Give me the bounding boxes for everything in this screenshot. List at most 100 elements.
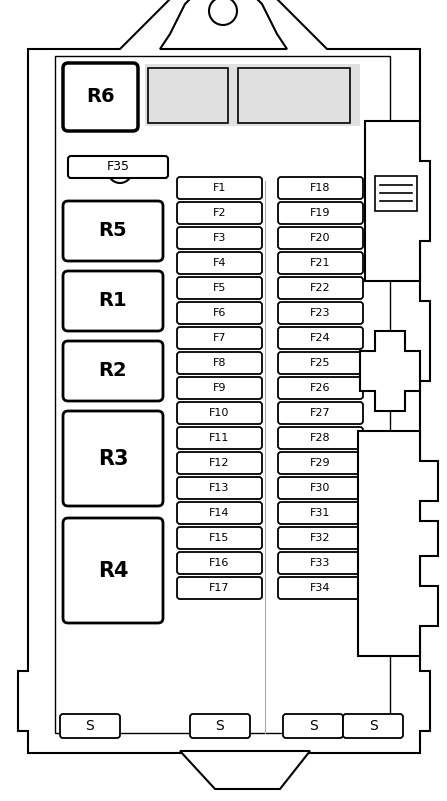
Text: F11: F11 [209,433,230,443]
FancyBboxPatch shape [177,352,262,374]
Text: S: S [215,719,224,733]
Text: F18: F18 [310,183,331,193]
Text: F27: F27 [310,408,331,418]
Text: F12: F12 [209,458,230,468]
FancyBboxPatch shape [190,714,250,738]
FancyBboxPatch shape [177,377,262,399]
FancyBboxPatch shape [177,452,262,474]
Text: F25: F25 [310,358,331,368]
Text: F20: F20 [310,233,331,243]
Text: F19: F19 [310,208,331,218]
FancyBboxPatch shape [283,714,343,738]
Text: R2: R2 [99,361,127,380]
FancyBboxPatch shape [278,452,363,474]
FancyBboxPatch shape [278,202,363,224]
Text: F32: F32 [310,533,331,543]
Polygon shape [18,0,430,753]
Polygon shape [360,331,420,411]
FancyBboxPatch shape [278,377,363,399]
Text: F28: F28 [310,433,331,443]
FancyBboxPatch shape [177,227,262,249]
FancyBboxPatch shape [177,427,262,449]
Text: S: S [308,719,317,733]
Text: F33: F33 [310,558,331,568]
Text: F29: F29 [310,458,331,468]
FancyBboxPatch shape [60,714,120,738]
Text: F21: F21 [310,258,331,268]
Polygon shape [358,431,438,656]
FancyBboxPatch shape [278,252,363,274]
FancyBboxPatch shape [278,227,363,249]
Text: F4: F4 [213,258,226,268]
FancyBboxPatch shape [177,252,262,274]
FancyBboxPatch shape [177,177,262,199]
Text: F2: F2 [213,208,226,218]
Text: F23: F23 [310,308,331,318]
Text: F8: F8 [213,358,226,368]
FancyBboxPatch shape [278,527,363,549]
Text: F30: F30 [310,483,331,493]
Text: R6: R6 [86,87,115,107]
FancyBboxPatch shape [278,402,363,424]
FancyBboxPatch shape [63,341,163,401]
Bar [238,68,350,123]
FancyBboxPatch shape [278,177,363,199]
FancyBboxPatch shape [177,277,262,299]
Text: R5: R5 [99,222,127,240]
Text: R3: R3 [98,449,128,469]
Text: F7: F7 [213,333,226,343]
FancyBboxPatch shape [63,63,138,131]
Text: F16: F16 [209,558,230,568]
Text: F10: F10 [209,408,230,418]
Text: F13: F13 [209,483,230,493]
FancyBboxPatch shape [343,714,403,738]
FancyBboxPatch shape [278,302,363,324]
FancyBboxPatch shape [177,502,262,524]
Bar [238,68,353,123]
FancyBboxPatch shape [177,402,262,424]
Text: F14: F14 [209,508,230,518]
FancyBboxPatch shape [278,327,363,349]
Text: F15: F15 [209,533,230,543]
FancyBboxPatch shape [63,518,163,623]
Text: F24: F24 [310,333,331,343]
Text: F3: F3 [213,233,226,243]
Text: R1: R1 [99,292,127,311]
Polygon shape [180,751,310,789]
Text: F22: F22 [310,283,331,293]
Text: F34: F34 [310,583,331,593]
Text: R4: R4 [98,561,128,581]
Circle shape [108,159,132,183]
FancyBboxPatch shape [278,552,363,574]
Text: S: S [369,719,377,733]
Bar [148,68,228,123]
FancyBboxPatch shape [63,201,163,261]
FancyBboxPatch shape [177,477,262,499]
Text: S: S [86,719,94,733]
Text: F35: F35 [106,160,130,174]
Bar [55,56,390,733]
FancyBboxPatch shape [177,302,262,324]
Text: F26: F26 [310,383,331,393]
FancyBboxPatch shape [177,202,262,224]
Text: F17: F17 [209,583,230,593]
FancyBboxPatch shape [278,427,363,449]
FancyBboxPatch shape [278,577,363,599]
Text: F9: F9 [213,383,226,393]
FancyBboxPatch shape [177,552,262,574]
FancyBboxPatch shape [278,277,363,299]
Text: F31: F31 [310,508,331,518]
FancyBboxPatch shape [177,527,262,549]
FancyBboxPatch shape [63,271,163,331]
Text: F1: F1 [213,183,226,193]
FancyBboxPatch shape [278,502,363,524]
FancyBboxPatch shape [63,411,163,506]
Text: F6: F6 [213,308,226,318]
Bar [375,176,417,211]
Bar [148,68,228,123]
FancyBboxPatch shape [68,156,168,178]
Polygon shape [160,0,287,49]
FancyBboxPatch shape [177,327,262,349]
Text: F5: F5 [213,283,226,293]
FancyBboxPatch shape [177,577,262,599]
